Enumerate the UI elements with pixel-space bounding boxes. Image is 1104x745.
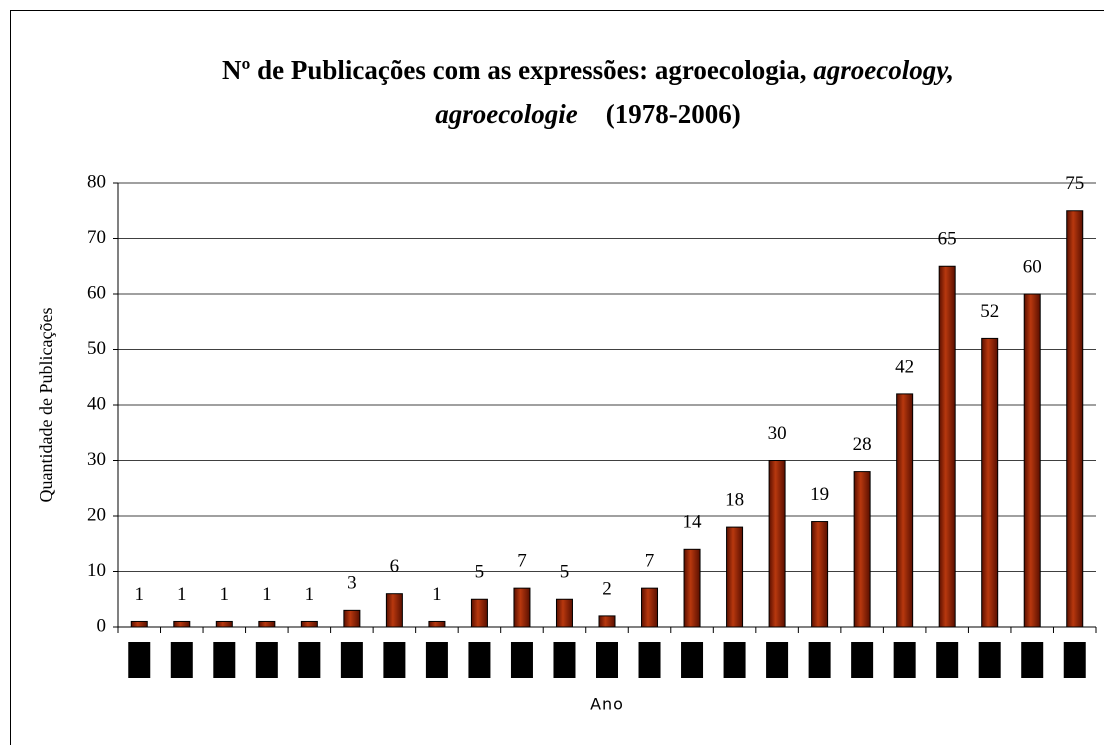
data-label: 19 [810, 484, 829, 505]
data-label: 1 [432, 584, 442, 605]
bar [896, 393, 914, 628]
redacted-label [383, 642, 406, 678]
redacted-label [553, 642, 576, 678]
data-label: 60 [1023, 256, 1042, 277]
y-tick-label: 30 [87, 449, 106, 470]
data-label: 3 [347, 573, 357, 594]
bar [768, 460, 786, 628]
redacted-label [681, 642, 704, 678]
redacted-label [213, 642, 236, 678]
y-tick-label: 80 [87, 171, 106, 192]
bar [470, 598, 488, 628]
data-label: 30 [768, 423, 787, 444]
x-axis-label: Ano [590, 695, 624, 714]
data-label: 75 [1065, 173, 1084, 194]
redacted-label [425, 642, 448, 678]
bar [853, 471, 871, 628]
bar [726, 526, 744, 628]
title-part: agroecology, [813, 55, 954, 85]
redacted-label [723, 642, 746, 678]
bar [598, 615, 616, 628]
title-part: (1978-2006) [606, 99, 741, 129]
bar [385, 593, 403, 628]
redacted-label [255, 642, 278, 678]
redacted-label [468, 642, 491, 678]
redacted-label [340, 642, 363, 678]
chart-title: agroecologie (1978-2006) [435, 99, 740, 129]
redacted-label [128, 642, 151, 678]
data-label: 7 [517, 551, 527, 572]
data-label: 7 [645, 551, 655, 572]
data-label: 5 [560, 562, 570, 583]
redacted-label [808, 642, 831, 678]
redacted-label [298, 642, 321, 678]
data-label: 1 [262, 584, 272, 605]
redacted-label [510, 642, 533, 678]
redacted-label [170, 642, 193, 678]
bar [555, 598, 573, 628]
data-label: 1 [220, 584, 230, 605]
redacted-label [893, 642, 916, 678]
data-label: 6 [390, 556, 400, 577]
data-label: 52 [980, 301, 999, 322]
bar [173, 620, 191, 628]
data-label: 5 [475, 562, 485, 583]
y-tick-label: 20 [87, 504, 106, 525]
data-label: 1 [177, 584, 187, 605]
bar [513, 587, 531, 628]
data-label: 42 [895, 356, 914, 377]
bar [938, 265, 956, 628]
data-label: 65 [938, 229, 957, 250]
y-tick-label: 50 [87, 338, 106, 359]
bar [343, 609, 361, 628]
redacted-label [978, 642, 1001, 678]
y-tick-label: 60 [87, 282, 106, 303]
chart-title: Nº de Publicações com as expressões: agr… [222, 55, 954, 85]
bar [981, 337, 999, 628]
bar [428, 620, 446, 628]
data-label: 2 [602, 578, 612, 599]
bar [258, 620, 276, 628]
title-part: Nº de Publicações com as expressões: agr… [222, 55, 813, 85]
y-axis-label: Quantidade de Publicações [36, 308, 56, 503]
redacted-label [638, 642, 661, 678]
data-label: 18 [725, 489, 744, 510]
bar [1023, 293, 1041, 628]
redacted-label [766, 642, 789, 678]
y-tick-label: 70 [87, 227, 106, 248]
title-part: agroecologie [435, 99, 577, 129]
y-tick-label: 10 [87, 560, 106, 581]
bar [130, 620, 148, 628]
data-label: 14 [683, 512, 703, 533]
redacted-label [596, 642, 618, 678]
bar [683, 548, 701, 628]
y-tick-label: 0 [97, 615, 107, 636]
redacted-label [851, 642, 874, 678]
y-tick-label: 40 [87, 393, 106, 414]
bar [300, 620, 318, 628]
redacted-label [936, 642, 959, 678]
bar [811, 521, 829, 628]
data-label: 1 [135, 584, 145, 605]
data-label: 28 [853, 434, 872, 455]
bar [215, 620, 233, 628]
redacted-label [1063, 642, 1086, 678]
bar [641, 587, 659, 628]
bar [1066, 210, 1084, 628]
data-label: 1 [305, 584, 315, 605]
redacted-label [1021, 642, 1044, 678]
